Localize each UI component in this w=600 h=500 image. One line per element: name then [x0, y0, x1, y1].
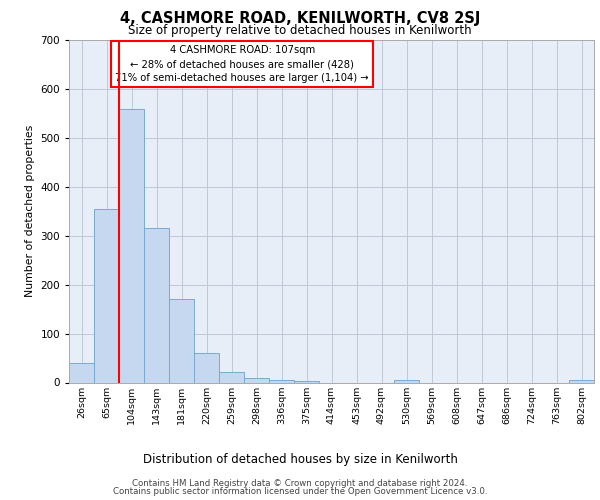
Bar — [219, 372, 244, 382]
Bar — [244, 378, 269, 382]
Bar — [94, 209, 119, 382]
Text: Distribution of detached houses by size in Kenilworth: Distribution of detached houses by size … — [143, 453, 457, 466]
Text: Contains public sector information licensed under the Open Government Licence v3: Contains public sector information licen… — [113, 487, 487, 496]
Bar — [294, 380, 319, 382]
Bar — [269, 380, 294, 382]
Bar — [394, 380, 419, 382]
Text: Size of property relative to detached houses in Kenilworth: Size of property relative to detached ho… — [128, 24, 472, 37]
Text: 4, CASHMORE ROAD, KENILWORTH, CV8 2SJ: 4, CASHMORE ROAD, KENILWORTH, CV8 2SJ — [120, 11, 480, 26]
Y-axis label: Number of detached properties: Number of detached properties — [25, 125, 35, 298]
Bar — [119, 108, 144, 382]
Text: 4 CASHMORE ROAD: 107sqm
← 28% of detached houses are smaller (428)
71% of semi-d: 4 CASHMORE ROAD: 107sqm ← 28% of detache… — [115, 45, 369, 83]
Bar — [569, 380, 594, 382]
Bar — [144, 228, 169, 382]
Bar — [194, 353, 219, 382]
Text: Contains HM Land Registry data © Crown copyright and database right 2024.: Contains HM Land Registry data © Crown c… — [132, 478, 468, 488]
Bar — [169, 300, 194, 382]
Bar — [69, 363, 94, 382]
